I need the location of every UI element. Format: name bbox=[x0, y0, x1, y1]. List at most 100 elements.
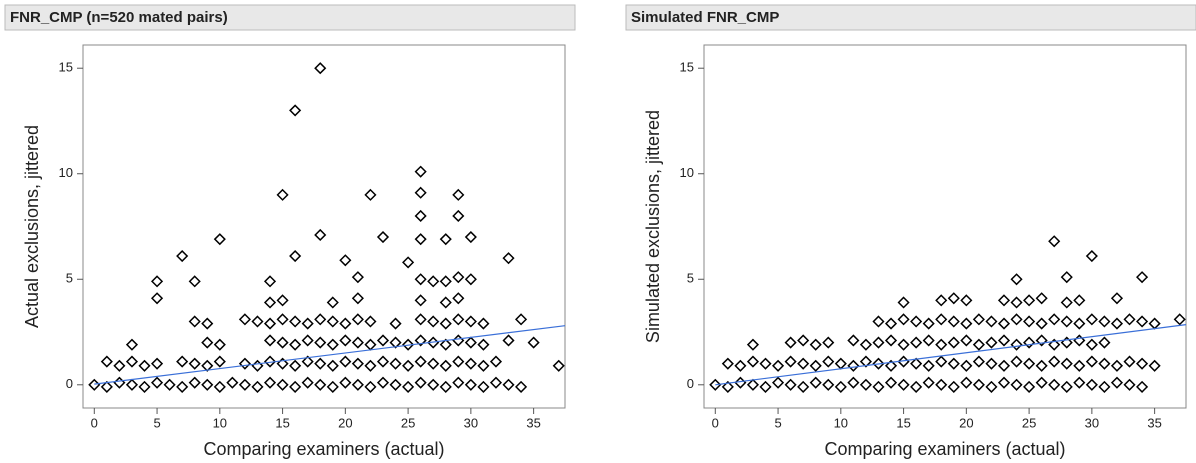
marker bbox=[88, 378, 101, 391]
marker bbox=[326, 296, 339, 309]
marker bbox=[985, 336, 998, 349]
marker bbox=[960, 317, 973, 330]
marker bbox=[289, 380, 302, 393]
marker bbox=[1060, 380, 1073, 393]
marker bbox=[1073, 376, 1086, 389]
marker bbox=[721, 357, 734, 370]
marker bbox=[339, 334, 352, 347]
marker bbox=[884, 317, 898, 330]
marker bbox=[910, 357, 923, 370]
marker bbox=[125, 355, 139, 368]
marker bbox=[402, 359, 415, 372]
marker bbox=[213, 380, 226, 393]
marker bbox=[1148, 359, 1161, 372]
marker bbox=[301, 317, 314, 330]
marker bbox=[414, 355, 427, 368]
marker bbox=[276, 336, 289, 349]
marker bbox=[314, 228, 327, 242]
marker bbox=[847, 376, 860, 389]
marker bbox=[872, 380, 885, 393]
x-tick-label: 30 bbox=[1085, 415, 1099, 430]
marker bbox=[427, 357, 440, 370]
marker bbox=[1010, 296, 1023, 309]
marker bbox=[922, 334, 935, 347]
marker bbox=[176, 355, 189, 368]
marker bbox=[960, 376, 973, 389]
marker bbox=[301, 334, 314, 347]
marker bbox=[1023, 357, 1036, 370]
marker bbox=[759, 357, 772, 370]
marker bbox=[439, 233, 452, 246]
marker bbox=[176, 249, 189, 263]
x-tick-label: 15 bbox=[896, 415, 910, 430]
marker bbox=[784, 355, 797, 368]
marker bbox=[339, 355, 352, 368]
marker bbox=[985, 357, 998, 370]
marker bbox=[439, 275, 452, 288]
marker bbox=[464, 357, 477, 370]
marker bbox=[376, 376, 390, 389]
marker bbox=[897, 378, 910, 391]
marker bbox=[314, 336, 327, 349]
marker bbox=[1136, 357, 1149, 370]
x-tick-label: 35 bbox=[1147, 415, 1161, 430]
marker bbox=[822, 336, 835, 349]
marker bbox=[427, 336, 440, 349]
marker bbox=[1098, 315, 1111, 328]
marker bbox=[822, 378, 835, 391]
marker bbox=[364, 359, 377, 372]
marker bbox=[201, 378, 214, 391]
y-tick-label: 10 bbox=[680, 165, 694, 180]
marker bbox=[1073, 334, 1086, 347]
marker bbox=[1123, 355, 1136, 368]
marker bbox=[910, 380, 923, 393]
marker bbox=[960, 334, 973, 347]
marker bbox=[351, 313, 364, 326]
marker bbox=[351, 336, 364, 349]
marker bbox=[897, 313, 910, 326]
marker bbox=[339, 376, 352, 389]
marker bbox=[150, 357, 164, 370]
marker bbox=[1048, 313, 1061, 326]
marker bbox=[935, 355, 948, 368]
marker bbox=[314, 313, 327, 326]
marker bbox=[1010, 378, 1023, 391]
marker bbox=[238, 357, 251, 370]
marker bbox=[439, 380, 452, 393]
marker bbox=[414, 334, 427, 347]
marker bbox=[947, 336, 960, 349]
marker bbox=[376, 355, 390, 368]
marker bbox=[1136, 271, 1149, 284]
marker bbox=[351, 378, 364, 391]
marker bbox=[746, 338, 760, 351]
marker bbox=[276, 313, 289, 326]
x-axis-title: Comparing examiners (actual) bbox=[824, 439, 1065, 459]
marker bbox=[364, 315, 377, 328]
marker bbox=[314, 357, 327, 370]
marker bbox=[1110, 359, 1124, 372]
marker bbox=[947, 315, 960, 328]
trend-line bbox=[715, 324, 1187, 386]
marker bbox=[972, 313, 985, 326]
marker bbox=[251, 359, 264, 372]
marker bbox=[1085, 338, 1098, 351]
marker bbox=[113, 359, 126, 372]
marker bbox=[452, 188, 465, 201]
marker bbox=[935, 378, 948, 391]
marker bbox=[276, 357, 289, 370]
marker bbox=[452, 271, 465, 284]
marker bbox=[1098, 357, 1111, 370]
marker bbox=[289, 104, 302, 117]
marker bbox=[960, 359, 973, 372]
marker bbox=[997, 294, 1011, 307]
marker bbox=[376, 334, 390, 347]
marker bbox=[326, 359, 339, 372]
marker bbox=[784, 336, 797, 349]
marker bbox=[439, 296, 452, 309]
marker bbox=[859, 338, 872, 351]
marker bbox=[452, 209, 465, 223]
marker bbox=[188, 275, 201, 288]
marker bbox=[1060, 271, 1073, 284]
marker bbox=[1136, 380, 1149, 393]
marker bbox=[188, 376, 201, 389]
